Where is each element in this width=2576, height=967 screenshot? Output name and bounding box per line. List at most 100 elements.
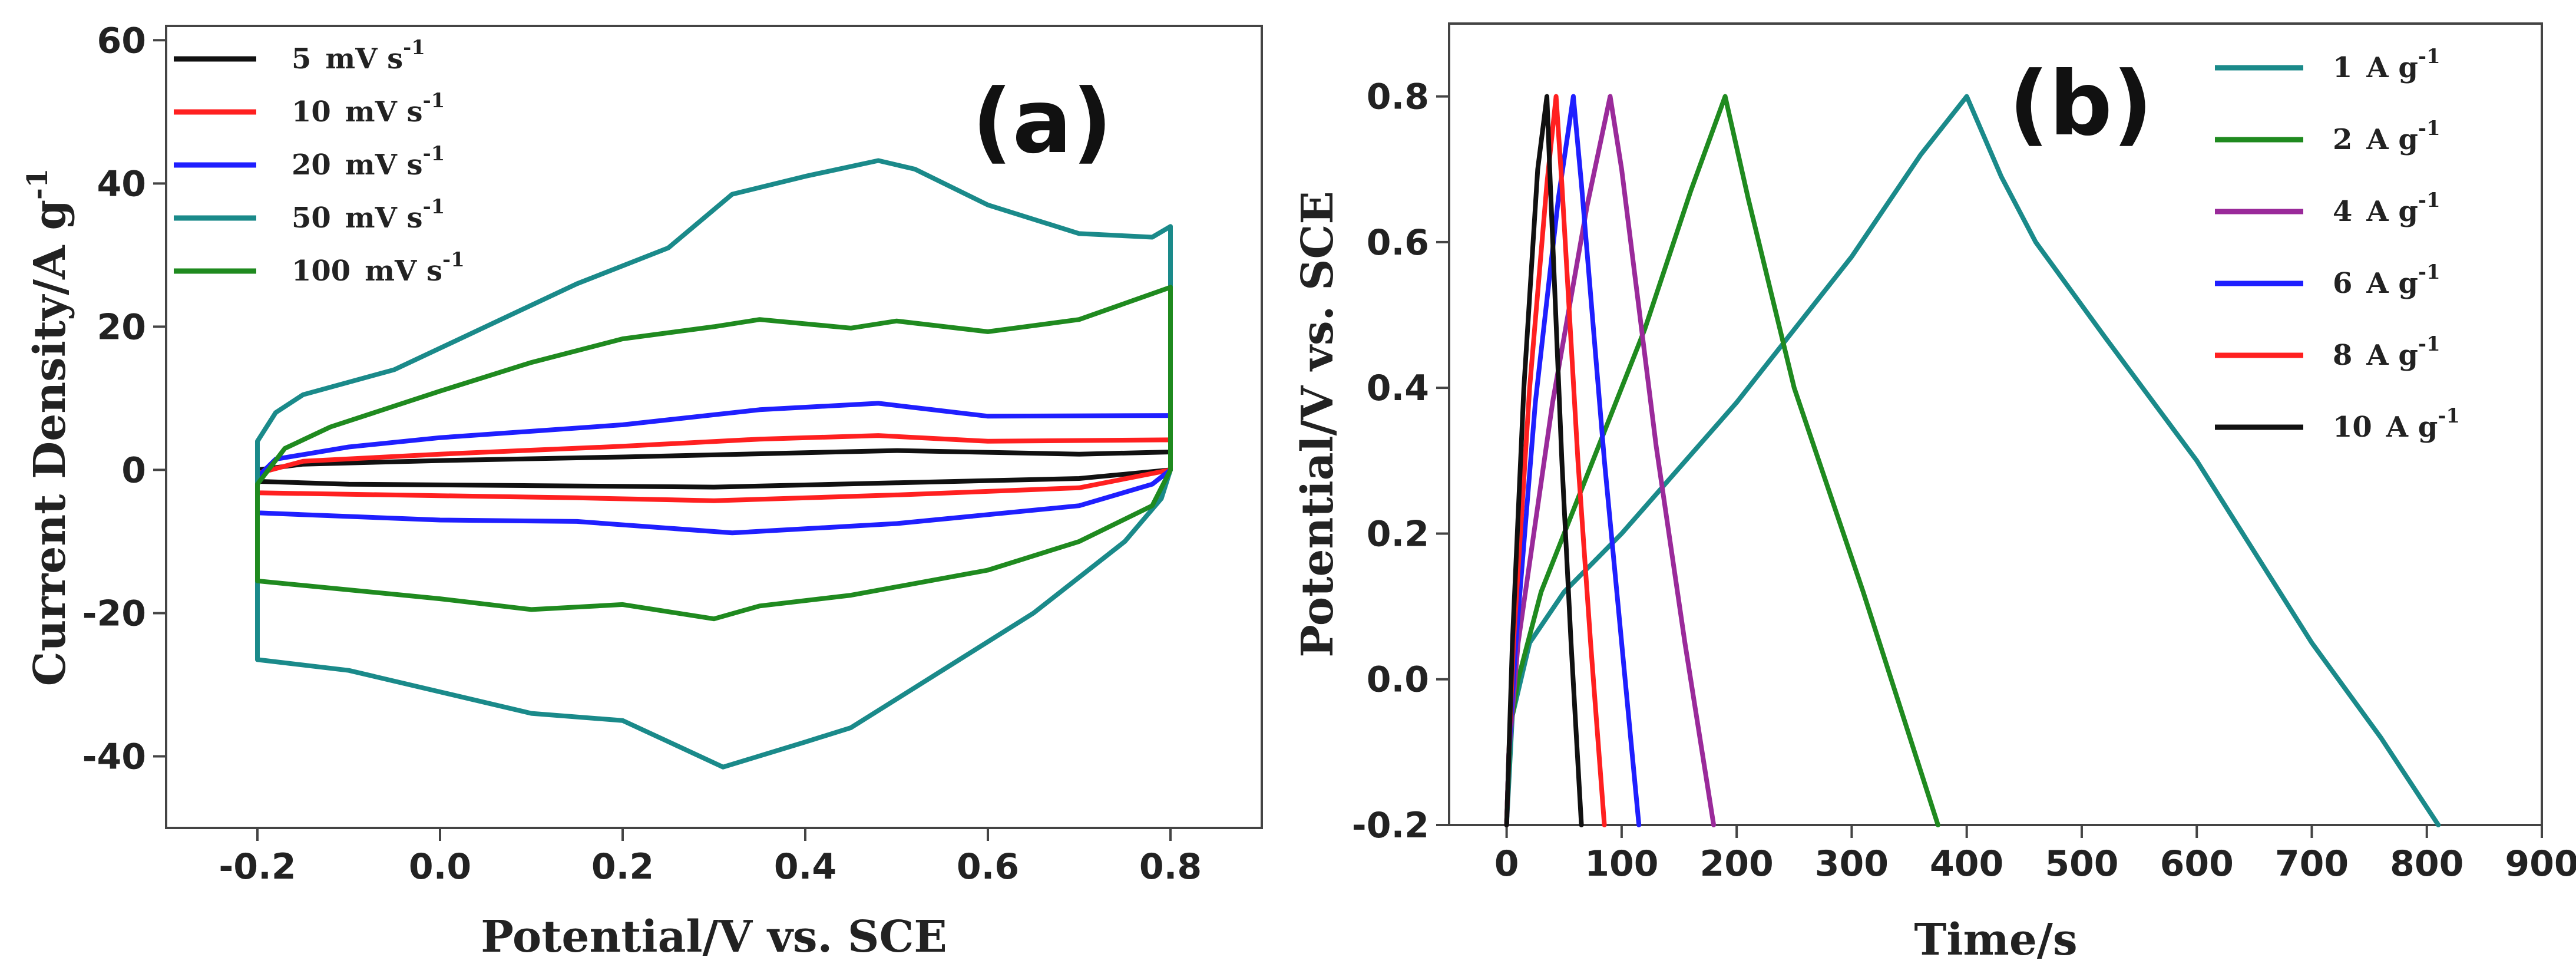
legend-label: 1 A g-1 bbox=[2333, 45, 2441, 84]
series-line-2 bbox=[1504, 94, 1940, 827]
legend-label: 10 mV s-1 bbox=[292, 89, 445, 128]
y-tick-label: 0.4 bbox=[1367, 368, 1429, 409]
series-line-10 bbox=[255, 433, 1173, 503]
legend-unit: A g bbox=[2366, 195, 2418, 228]
chart-a-y-axis-label-sup: -1 bbox=[21, 169, 54, 200]
chart-a-series bbox=[255, 158, 1173, 770]
x-tick-label: 700 bbox=[2275, 843, 2349, 885]
y-tick-label: -0.2 bbox=[1352, 805, 1429, 846]
legend-label: 2 A g-1 bbox=[2333, 117, 2441, 156]
y-tick-label: 20 bbox=[97, 306, 147, 348]
legend-label: 50 mV s-1 bbox=[292, 195, 445, 235]
legend-unit: mV s bbox=[325, 42, 403, 75]
x-tick-label: 0.4 bbox=[774, 846, 836, 887]
legend-unit: mV s bbox=[345, 202, 423, 235]
legend-unit-sup: -1 bbox=[423, 89, 445, 113]
y-tick-label: -20 bbox=[82, 593, 146, 634]
legend-unit-sup: -1 bbox=[2418, 117, 2441, 140]
chart-b-series bbox=[1504, 94, 2441, 827]
legend-unit: A g bbox=[2366, 339, 2418, 372]
legend-unit: A g bbox=[2386, 411, 2438, 444]
chart-a-x-axis-label: Potential/V vs. SCE bbox=[481, 912, 947, 962]
chart-b-x-axis-label: Time/s bbox=[1914, 915, 2077, 965]
y-tick-label: -40 bbox=[82, 736, 146, 777]
chart-a-ticks bbox=[153, 39, 1172, 841]
legend-value: 50 bbox=[292, 202, 331, 235]
legend-value: 10 bbox=[292, 95, 331, 128]
y-tick-label: 0.6 bbox=[1367, 222, 1429, 263]
legend-label: 10 A g-1 bbox=[2333, 404, 2460, 444]
legend-value: 8 bbox=[2333, 339, 2352, 372]
chart-a-y-tick-labels: -40 -20 0 20 40 60 bbox=[82, 20, 146, 777]
y-tick-label: 0.0 bbox=[1367, 659, 1429, 701]
legend-label: 20 mV s-1 bbox=[292, 142, 445, 181]
legend-value: 10 bbox=[2333, 411, 2372, 444]
legend-unit: mV s bbox=[365, 255, 442, 288]
x-tick-label: -0.2 bbox=[219, 846, 296, 887]
legend-unit-sup: -1 bbox=[2438, 404, 2460, 428]
x-tick-label: 200 bbox=[1700, 843, 1774, 885]
y-tick-label: 60 bbox=[97, 20, 147, 61]
x-tick-label: 0.0 bbox=[409, 846, 471, 887]
x-tick-label: 600 bbox=[2160, 843, 2234, 885]
chart-b-plot-frame bbox=[1448, 22, 2543, 826]
legend-label: 4 A g-1 bbox=[2333, 189, 2441, 228]
y-tick-label: 40 bbox=[97, 163, 147, 204]
legend-value: 100 bbox=[292, 255, 350, 288]
legend-value: 6 bbox=[2333, 267, 2352, 300]
chart-a: -0.2 0.0 0.2 0.4 0.6 0.8 -40 -20 0 20 40 60 (a) Po… bbox=[21, 20, 1263, 962]
chart-a-plot-frame bbox=[165, 25, 1263, 829]
legend-unit-sup: -1 bbox=[423, 142, 445, 166]
y-tick-label: 0 bbox=[121, 450, 146, 491]
series-line-50 bbox=[255, 158, 1173, 770]
chart-a-y-axis-label: Current Density/A g-1 bbox=[21, 169, 75, 687]
legend-unit-sup: -1 bbox=[423, 195, 445, 219]
x-tick-label: 800 bbox=[2390, 843, 2463, 885]
chart-a-x-tick-labels: -0.2 0.0 0.2 0.4 0.6 0.8 bbox=[219, 846, 1202, 887]
legend-unit: A g bbox=[2366, 51, 2418, 84]
legend-value: 20 bbox=[292, 148, 331, 181]
chart-b-y-axis-label-group: Potential/V vs. SCE bbox=[1292, 191, 1343, 658]
legend-unit-sup: -1 bbox=[2418, 189, 2441, 212]
x-tick-label: 300 bbox=[1815, 843, 1889, 885]
legend-unit-sup: -1 bbox=[442, 248, 465, 272]
series-line-20 bbox=[255, 401, 1173, 536]
legend-label: 5 mV s-1 bbox=[292, 36, 425, 75]
y-tick-label: 0.2 bbox=[1367, 513, 1429, 555]
x-tick-label: 400 bbox=[1930, 843, 2003, 885]
x-tick-label: 500 bbox=[2045, 843, 2118, 885]
legend-unit: A g bbox=[2366, 123, 2418, 156]
legend-value: 2 bbox=[2333, 123, 2352, 156]
chart-a-panel-label: (a) bbox=[972, 71, 1112, 173]
legend-label: 8 A g-1 bbox=[2333, 332, 2441, 372]
legend-unit: A g bbox=[2366, 267, 2418, 300]
y-tick-label: 0.8 bbox=[1367, 77, 1429, 118]
series-line-10 bbox=[1504, 94, 1584, 827]
legend-unit-sup: -1 bbox=[2418, 260, 2441, 284]
x-tick-label: 900 bbox=[2505, 843, 2576, 885]
series-line-1 bbox=[1504, 94, 2441, 827]
legend-unit-sup: -1 bbox=[403, 36, 425, 60]
chart-b-y-axis-label: Potential/V vs. SCE bbox=[1292, 191, 1343, 658]
chart-b: 0 100 200 300 400 500 600 700 800 900 -0.2 0.0 0.2 0… bbox=[1292, 22, 2576, 965]
legend-unit-sup: -1 bbox=[2418, 332, 2441, 356]
legend-value: 4 bbox=[2333, 195, 2352, 228]
x-tick-label: 0.6 bbox=[957, 846, 1019, 887]
legend-unit-sup: -1 bbox=[2418, 45, 2441, 68]
chart-a-y-axis-label-group: Current Density/A g-1 bbox=[21, 169, 75, 687]
chart-b-x-tick-labels: 0 100 200 300 400 500 600 700 800 900 bbox=[1494, 843, 2576, 885]
x-tick-label: 0.2 bbox=[591, 846, 654, 887]
chart-a-y-axis-label-text: Current Density/A g bbox=[25, 200, 75, 686]
x-tick-label: 100 bbox=[1585, 843, 1658, 885]
legend-unit: mV s bbox=[345, 148, 423, 181]
legend-value: 5 bbox=[292, 42, 311, 75]
x-tick-label: 0.8 bbox=[1139, 846, 1202, 887]
x-tick-label: 0 bbox=[1494, 843, 1519, 885]
legend-unit: mV s bbox=[345, 95, 423, 128]
legend-label: 6 A g-1 bbox=[2333, 260, 2441, 300]
series-line-100 bbox=[255, 285, 1173, 622]
legend-value: 1 bbox=[2333, 51, 2352, 84]
